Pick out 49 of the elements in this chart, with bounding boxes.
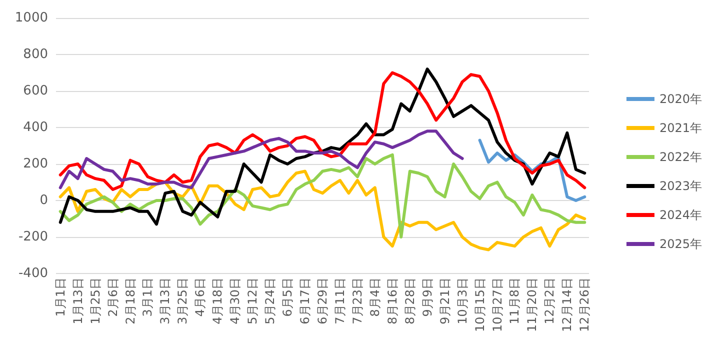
x-tick-label: 3月25日 [176, 277, 190, 324]
x-tick-label: 6月29日 [316, 277, 330, 324]
x-tick-label: 2月6日 [106, 277, 120, 317]
x-tick-label: 9月21日 [438, 277, 452, 324]
y-tick-label: 600 [23, 83, 48, 98]
x-tick-label: 8月16日 [385, 277, 400, 324]
x-tick-label: 7月23日 [350, 277, 364, 324]
x-tick-label: 10月15日 [472, 277, 487, 332]
x-tick-label: 5月24日 [263, 277, 278, 324]
line-series [58, 153, 586, 238]
x-tick-label: 7月11日 [332, 277, 347, 324]
x-tick-label: 12月2日 [542, 277, 557, 324]
y-tick-label: 800 [23, 46, 48, 62]
x-tick-label: 6月17日 [298, 277, 312, 324]
y-tick-label: 0 [40, 192, 48, 208]
line-series [58, 71, 586, 192]
x-tick-label: 10月27日 [490, 277, 504, 332]
x-tick-label: 11月8日 [508, 277, 522, 324]
y-tick-label: 200 [23, 156, 48, 172]
x-tick-label: 12月14日 [560, 277, 574, 332]
x-tick-label: 2月18日 [123, 277, 138, 324]
x-tick-label: 4月18日 [210, 277, 225, 324]
y-tick-label: -400 [18, 266, 48, 281]
legend-label: 2022年 [659, 150, 702, 164]
x-tick-label: 1月1日 [53, 277, 68, 317]
x-tick-label: 10月3日 [455, 277, 470, 324]
x-tick-label: 3月13日 [158, 277, 172, 324]
x-tick-label: 3月1日 [140, 277, 155, 317]
line-series [58, 130, 464, 190]
legend-label: 2024年 [659, 208, 702, 222]
x-tick-label: 12月26日 [578, 277, 592, 332]
y-tick-label: 1000 [14, 10, 48, 26]
y-tick-label: -200 [18, 229, 48, 244]
x-tick-label: 9月9日 [420, 277, 434, 317]
legend-label: 2021年 [659, 121, 702, 135]
x-tick-label: 1月13日 [70, 277, 85, 324]
x-tick-label: 8月4日 [368, 277, 382, 317]
legend-label: 2023年 [659, 179, 702, 193]
line-series [58, 68, 586, 226]
y-tick-label: 400 [23, 120, 48, 135]
x-tick-label: 4月30日 [228, 277, 242, 324]
x-tick-label: 6月5日 [280, 277, 295, 317]
legend-label: 2020年 [659, 92, 702, 106]
x-tick-label: 1月25日 [88, 277, 102, 324]
legend-label: 2025年 [659, 237, 702, 251]
x-tick-label: 5月12日 [246, 277, 260, 324]
x-tick-label: 8月28日 [402, 277, 417, 324]
x-tick-label: 4月6日 [193, 277, 208, 317]
x-tick-label: 11月20日 [525, 277, 540, 332]
